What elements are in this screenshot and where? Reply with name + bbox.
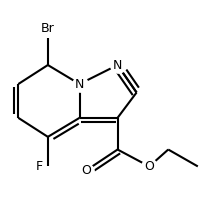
- Text: N: N: [113, 58, 122, 72]
- Text: O: O: [81, 164, 91, 177]
- Text: N: N: [75, 78, 84, 91]
- Text: F: F: [36, 160, 43, 173]
- Text: O: O: [144, 160, 154, 173]
- Text: Br: Br: [41, 23, 55, 35]
